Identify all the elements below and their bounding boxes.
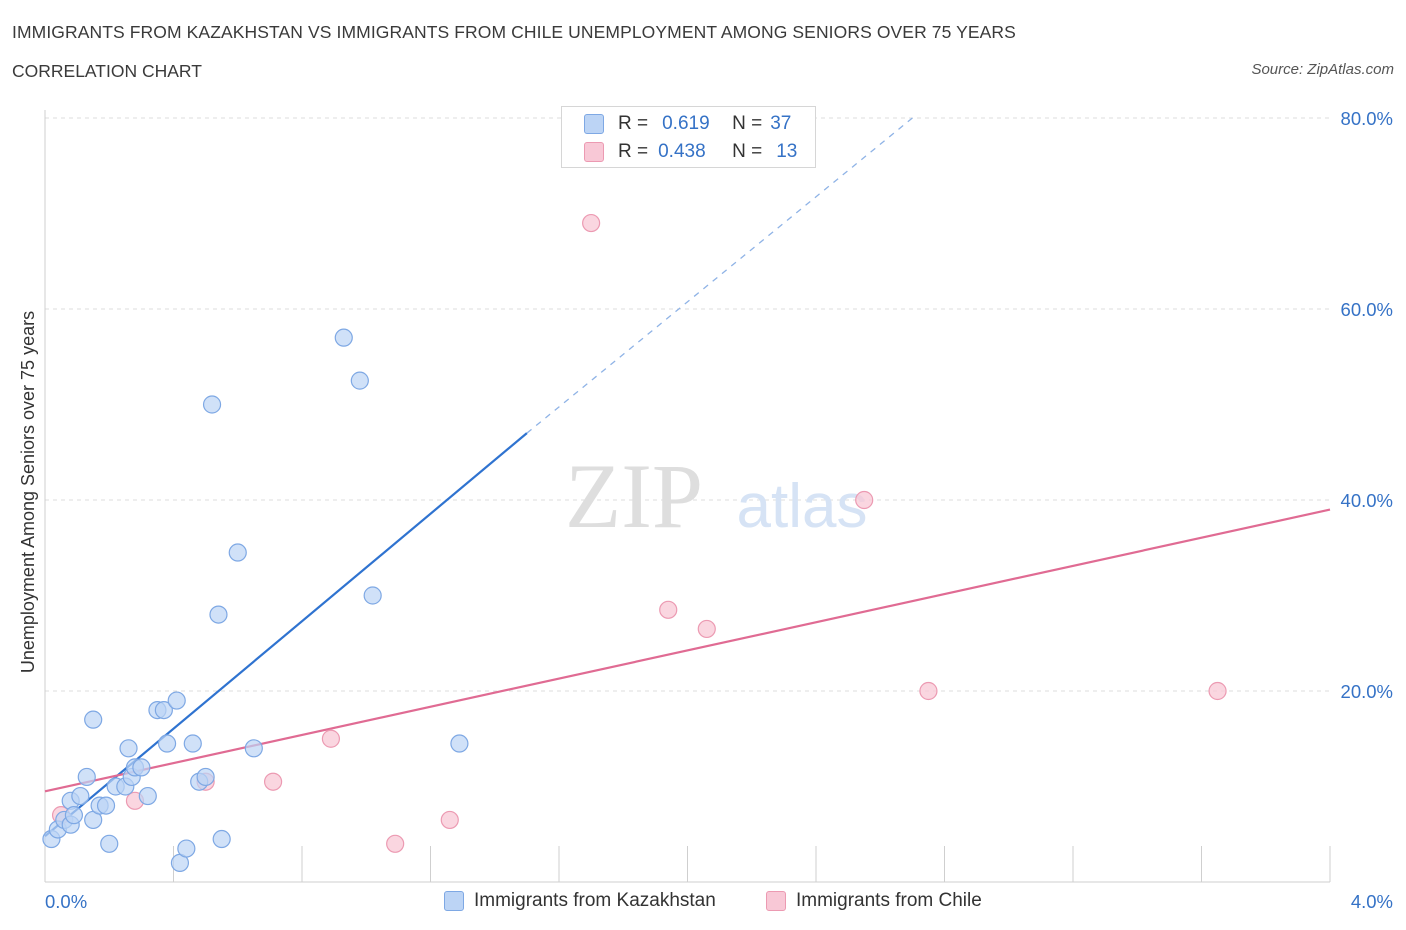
point-kazakhstan xyxy=(167,691,186,710)
watermark-atlas: atlas xyxy=(737,472,868,541)
point-kazakhstan xyxy=(202,395,222,414)
point-chile xyxy=(440,810,459,830)
correlation-legend: R = 0.619 N = 37 R = 0.438 N = 13 xyxy=(561,106,816,168)
point-kazakhstan xyxy=(196,767,215,787)
legend-n-value-kazakhstan: 37 xyxy=(770,113,792,134)
point-chile xyxy=(321,729,341,748)
legend-row-kazakhstan: R = 0.619 N = 37 xyxy=(584,113,791,135)
chart-subtitle: CORRELATION CHART xyxy=(12,61,202,81)
axis-layer xyxy=(44,110,1331,883)
point-kazakhstan xyxy=(183,734,202,753)
legend-swatch-kazakhstan xyxy=(584,114,604,134)
x-tick-label-max: 4.0% xyxy=(1351,891,1393,912)
points-layer xyxy=(42,213,1227,873)
point-kazakhstan xyxy=(64,806,84,825)
point-chile xyxy=(582,213,601,233)
watermark: ZIP atlas xyxy=(565,445,867,547)
point-kazakhstan xyxy=(177,839,196,858)
series-legend: Immigrants from Kazakhstan Immigrants fr… xyxy=(0,888,1406,918)
legend-r-label: R = xyxy=(618,113,649,134)
point-kazakhstan xyxy=(350,371,369,390)
point-chile xyxy=(263,772,283,791)
chart-title: IMMIGRANTS FROM KAZAKHSTAN VS IMMIGRANTS… xyxy=(12,22,1016,42)
point-chile xyxy=(1208,681,1227,701)
point-kazakhstan xyxy=(154,700,173,720)
x-tick-label-min: 0.0% xyxy=(45,891,87,912)
legend-row-chile: R = 0.438 N = 13 xyxy=(584,141,797,163)
series-legend-item-kazakhstan: Immigrants from Kazakhstan xyxy=(444,890,716,912)
point-kazakhstan xyxy=(334,328,353,347)
point-chile xyxy=(386,834,405,853)
legend-r-value-kazakhstan: 0.619 xyxy=(662,113,710,134)
series-label-chile: Immigrants from Chile xyxy=(796,890,982,911)
point-kazakhstan xyxy=(209,605,228,624)
point-kazakhstan xyxy=(96,796,116,815)
point-chile xyxy=(697,619,716,639)
legend-n-label: N = xyxy=(732,141,763,162)
point-kazakhstan xyxy=(157,734,177,753)
point-kazakhstan xyxy=(228,543,247,562)
series-swatch-chile xyxy=(766,891,786,911)
point-kazakhstan xyxy=(71,786,90,806)
y-tick-label: 20.0% xyxy=(1341,681,1393,702)
source-credit: Source: ZipAtlas.com xyxy=(1251,61,1394,78)
point-kazakhstan xyxy=(132,758,151,777)
point-kazakhstan xyxy=(363,586,382,605)
point-kazakhstan xyxy=(100,834,119,853)
legend-r-label: R = xyxy=(618,141,649,162)
series-label-kazakhstan: Immigrants from Kazakhstan xyxy=(474,890,716,911)
legend-swatch-chile xyxy=(584,142,604,162)
point-chile xyxy=(919,681,938,701)
point-kazakhstan xyxy=(450,734,469,753)
point-kazakhstan xyxy=(119,739,138,758)
y-axis-title: Unemployment Among Seniors over 75 years xyxy=(18,311,38,673)
watermark-zip: ZIP xyxy=(565,445,703,547)
y-tick-label: 80.0% xyxy=(1341,108,1393,129)
point-kazakhstan xyxy=(77,767,96,787)
point-chile xyxy=(855,490,874,510)
series-legend-item-chile: Immigrants from Chile xyxy=(766,890,982,912)
grid-layer xyxy=(45,117,1330,692)
trendline-kazakhstan xyxy=(44,432,528,838)
legend-n-value-chile: 13 xyxy=(776,141,798,162)
point-kazakhstan xyxy=(138,786,157,806)
series-swatch-kazakhstan xyxy=(444,891,464,911)
point-chile xyxy=(659,600,678,619)
label-layer: 20.0% 40.0% 60.0% 80.0% 0.0% 4.0% Unemployment… xyxy=(18,108,1393,912)
point-kazakhstan xyxy=(84,710,103,729)
legend-r-value-chile: 0.438 xyxy=(658,141,706,162)
point-kazakhstan xyxy=(244,739,263,758)
legend-n-label: N = xyxy=(732,113,763,134)
y-tick-label: 40.0% xyxy=(1341,490,1393,511)
point-kazakhstan xyxy=(212,829,231,849)
y-tick-label: 60.0% xyxy=(1341,299,1393,320)
